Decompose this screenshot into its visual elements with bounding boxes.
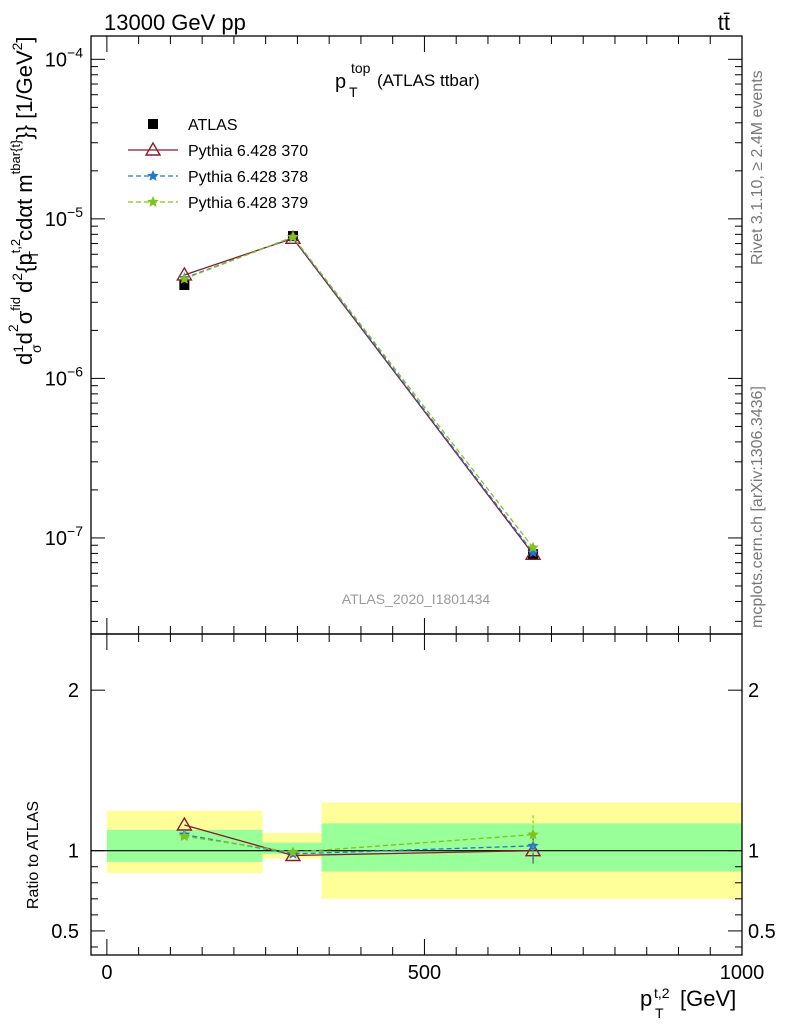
legend-marker-2 xyxy=(147,170,159,181)
ratio-uncertainty-bands xyxy=(91,802,742,899)
main-point-series-3-0 xyxy=(178,273,191,284)
plot-axes xyxy=(90,35,743,956)
legend-label-2: Pythia 6.428 378 xyxy=(188,169,308,186)
legend-entry-3: Pythia 6.428 379 xyxy=(128,195,308,212)
ratio-frame xyxy=(90,633,743,956)
xtick-label-1: 500 xyxy=(408,962,441,984)
main-series-lines xyxy=(176,229,542,560)
ratio-ytick-label-left-2: 2 xyxy=(68,680,79,702)
ratio-y-axis-label: Ratio to ATLAS xyxy=(25,801,42,909)
x-axis-label-sub: T xyxy=(655,1005,664,1021)
x-axis-label-sup: t,2 xyxy=(654,985,670,1001)
analysis-id-label: ATLAS_2020_I1801434 xyxy=(342,591,491,607)
main-line-series-1 xyxy=(184,237,534,555)
legend-label-0: ATLAS xyxy=(188,117,238,134)
ratio-line-series-2 xyxy=(184,833,534,853)
legend-marker-3 xyxy=(147,196,159,207)
main-line-series-3 xyxy=(184,236,534,548)
ratio-point-series-0-1 xyxy=(284,847,302,862)
xtick-label-2: 1000 xyxy=(720,962,765,984)
ratio-ytick-label-right-2: 2 xyxy=(748,680,759,702)
ratio-point-series-2-2 xyxy=(527,828,539,840)
legend-marker-0 xyxy=(148,119,158,129)
legend: ATLAS Pythia 6.428 370 Pythia 6.428 378 Pyt… xyxy=(128,117,308,212)
ratio-point-series-2-0 xyxy=(178,830,191,842)
main-y-axis-label: d1 σd2σfidd2{pt,2Tcdαt mtbar{t}}} [1/GeV2… xyxy=(5,36,44,365)
x-axis-label-unit: [GeV] xyxy=(680,986,736,1011)
main-point-series-0-0 xyxy=(179,279,190,290)
ratio-ytick-label-right-1: 1 xyxy=(748,841,759,863)
main-point-series-1-2 xyxy=(524,545,542,560)
title-suffix: (ATLAS ttbar) xyxy=(377,71,480,90)
main-ytick-label-0: 10−4 xyxy=(45,44,83,71)
main-ytick-label-1: 10−5 xyxy=(45,204,83,231)
x-axis-label: p t,2 T [GeV] xyxy=(640,985,736,1021)
title-main: p xyxy=(335,71,346,93)
main-line-series-2 xyxy=(184,236,534,553)
legend-entry-2: Pythia 6.428 378 xyxy=(128,169,308,186)
plot-ticks: 10−4 10−5 10−6 10−7 0 500 1000 0.5 0.5 1 1 2 2 xyxy=(45,36,776,984)
rivet-label: Rivet 3.1.10, ≥ 2.4M events xyxy=(749,70,766,265)
stat-band-1 xyxy=(262,842,322,854)
legend-entry-1: Pythia 6.428 370 xyxy=(128,141,308,160)
ratio-series-lines xyxy=(176,815,542,864)
channel-label: tt̄ xyxy=(718,10,730,35)
ratio-point-series-1-2 xyxy=(527,839,539,851)
main-ytick-label-2: 10−6 xyxy=(45,363,83,390)
main-point-series-3-2 xyxy=(527,541,539,553)
ratio-ytick-label-left-1: 1 xyxy=(68,841,79,863)
title-sub: T xyxy=(349,84,358,100)
ratio-point-series-2-1 xyxy=(287,846,299,858)
main-point-series-2-2 xyxy=(527,546,539,558)
ratio-ytick-label-left-0: 0.5 xyxy=(51,921,79,943)
mcplots-label: mcplots.cern.ch [arXiv:1306.3436] xyxy=(749,386,766,628)
main-plot-title: p T top (ATLAS ttbar) xyxy=(335,60,480,100)
xtick-label-0: 0 xyxy=(101,962,112,984)
main-point-series-3-1 xyxy=(287,231,299,242)
legend-label-3: Pythia 6.428 379 xyxy=(188,195,308,212)
title-sup: top xyxy=(351,60,371,76)
main-ytick-label-3: 10−7 xyxy=(45,523,83,550)
process-label: 13000 GeV pp xyxy=(104,10,246,35)
legend-marker-1 xyxy=(144,141,162,156)
x-axis-label-main: p xyxy=(640,986,652,1011)
ratio-ytick-label-right-0: 0.5 xyxy=(748,921,776,943)
legend-entry-0: ATLAS xyxy=(148,117,238,134)
legend-label-1: Pythia 6.428 370 xyxy=(188,143,308,160)
